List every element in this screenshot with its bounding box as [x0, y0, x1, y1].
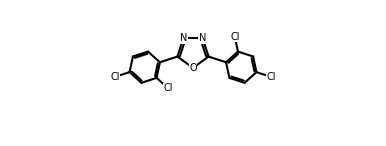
- Text: N: N: [180, 33, 187, 43]
- Text: Cl: Cl: [110, 72, 120, 82]
- Text: N: N: [199, 33, 206, 43]
- Text: Cl: Cl: [230, 32, 240, 42]
- Text: Cl: Cl: [163, 83, 173, 93]
- Text: Cl: Cl: [266, 72, 276, 82]
- Text: O: O: [189, 63, 197, 73]
